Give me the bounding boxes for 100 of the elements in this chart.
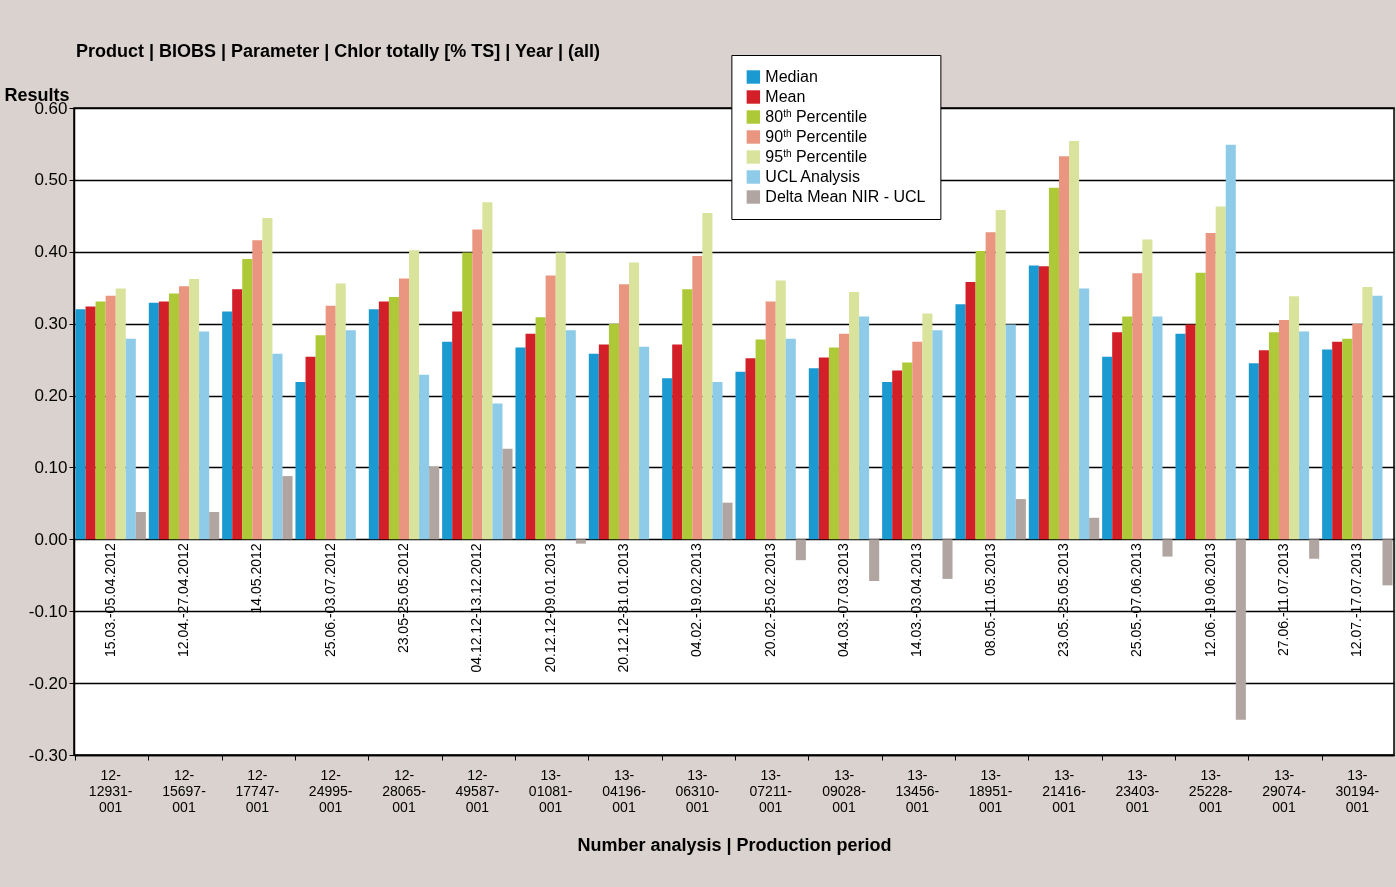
bar xyxy=(1015,499,1026,540)
bar xyxy=(1299,331,1310,540)
bar xyxy=(515,347,526,540)
bar xyxy=(975,251,986,540)
bar xyxy=(1205,233,1216,540)
annotation: 14.05.2012 xyxy=(248,543,265,614)
x-tick-label: 12-28065-001 xyxy=(382,766,427,815)
bar xyxy=(168,293,179,540)
legend-label: Mean xyxy=(765,88,806,105)
bar xyxy=(492,403,503,540)
bar xyxy=(1132,273,1143,540)
bar xyxy=(1258,350,1269,540)
bar xyxy=(912,341,923,540)
bar xyxy=(502,448,513,540)
x-tick-label: 13-30194-001 xyxy=(1335,766,1380,815)
bar xyxy=(882,381,893,540)
bar xyxy=(398,278,410,540)
bar xyxy=(1352,323,1363,540)
y-tick-label: -0.20 xyxy=(28,673,68,693)
bar xyxy=(95,301,106,540)
bar xyxy=(209,512,220,540)
bar xyxy=(1225,144,1236,540)
bar xyxy=(525,333,536,540)
y-tick-label: 0.30 xyxy=(34,314,68,334)
bar xyxy=(295,381,306,540)
legend-label: 90$^{th}$ Percentile xyxy=(765,127,868,145)
bar xyxy=(1342,338,1353,540)
bar xyxy=(189,279,200,540)
x-tick-label: 12-24995-001 xyxy=(308,766,353,815)
bar xyxy=(409,250,420,540)
bar xyxy=(722,502,733,540)
bar xyxy=(775,280,786,540)
bar xyxy=(565,330,576,540)
bar xyxy=(388,297,399,540)
bar xyxy=(232,289,243,540)
bar xyxy=(1162,539,1173,557)
bar xyxy=(419,374,430,540)
bar xyxy=(1278,320,1290,540)
bar xyxy=(158,301,169,540)
bar xyxy=(672,344,683,540)
bar xyxy=(1332,341,1343,540)
bar xyxy=(1048,187,1059,540)
bar xyxy=(378,301,389,540)
bar xyxy=(429,466,440,540)
bar xyxy=(588,353,599,540)
bar xyxy=(282,476,293,540)
bar xyxy=(1268,332,1279,540)
bar xyxy=(808,368,819,540)
bar xyxy=(575,539,586,544)
bar xyxy=(629,262,640,540)
bar xyxy=(922,313,933,540)
bar xyxy=(1175,333,1186,540)
bar xyxy=(859,316,870,540)
y-tick-label: 0.50 xyxy=(34,170,68,190)
bar xyxy=(1235,539,1246,720)
legend-label: 95$^{th}$ Percentile xyxy=(765,147,868,165)
bar xyxy=(462,252,473,540)
bar xyxy=(85,306,96,540)
bar xyxy=(755,339,766,540)
bar xyxy=(305,356,316,540)
bar xyxy=(692,256,703,540)
annotation: 04.02.-19.02.2013 xyxy=(688,543,705,657)
bar xyxy=(955,304,966,540)
bar xyxy=(199,331,210,540)
annotation: 12.06.-19.06.2013 xyxy=(1201,543,1218,657)
bar xyxy=(639,346,650,540)
x-tick-label: 13-09028-001 xyxy=(822,766,867,815)
legend-label: Median xyxy=(765,68,818,85)
y-tick-label: -0.30 xyxy=(28,745,68,765)
bar xyxy=(148,302,159,540)
bar xyxy=(115,288,126,540)
bar xyxy=(125,338,136,540)
y-tick-label: 0.40 xyxy=(34,242,68,262)
bar xyxy=(1142,239,1153,540)
x-tick-label: 13-06310-001 xyxy=(675,766,720,815)
bar xyxy=(1005,324,1016,540)
bar xyxy=(869,539,880,582)
bar xyxy=(785,338,796,540)
x-tick-label: 13-04196-001 xyxy=(602,766,647,815)
bar xyxy=(222,311,233,540)
legend-label: UCL Analysis xyxy=(765,168,860,185)
y-tick-label: 0.20 xyxy=(34,386,68,406)
annotation: 25.05.-07.06.2013 xyxy=(1128,543,1145,657)
bar xyxy=(608,323,619,540)
bar xyxy=(252,240,263,540)
bar xyxy=(1122,316,1133,540)
bar xyxy=(618,284,630,540)
bar xyxy=(1215,206,1226,540)
bar xyxy=(335,283,346,540)
bar xyxy=(795,539,806,561)
bar xyxy=(1038,266,1049,540)
annotation: 25.06.-03.07.2012 xyxy=(321,543,338,657)
annotation: 04.03.-07.03.2013 xyxy=(835,543,851,657)
y-tick-label: 0.00 xyxy=(34,529,68,549)
bar xyxy=(315,335,326,540)
x-tick-label: 13-01081-001 xyxy=(528,766,573,815)
bar xyxy=(892,370,903,540)
bar xyxy=(1089,517,1100,540)
bar xyxy=(942,539,953,579)
bar xyxy=(1028,265,1039,540)
